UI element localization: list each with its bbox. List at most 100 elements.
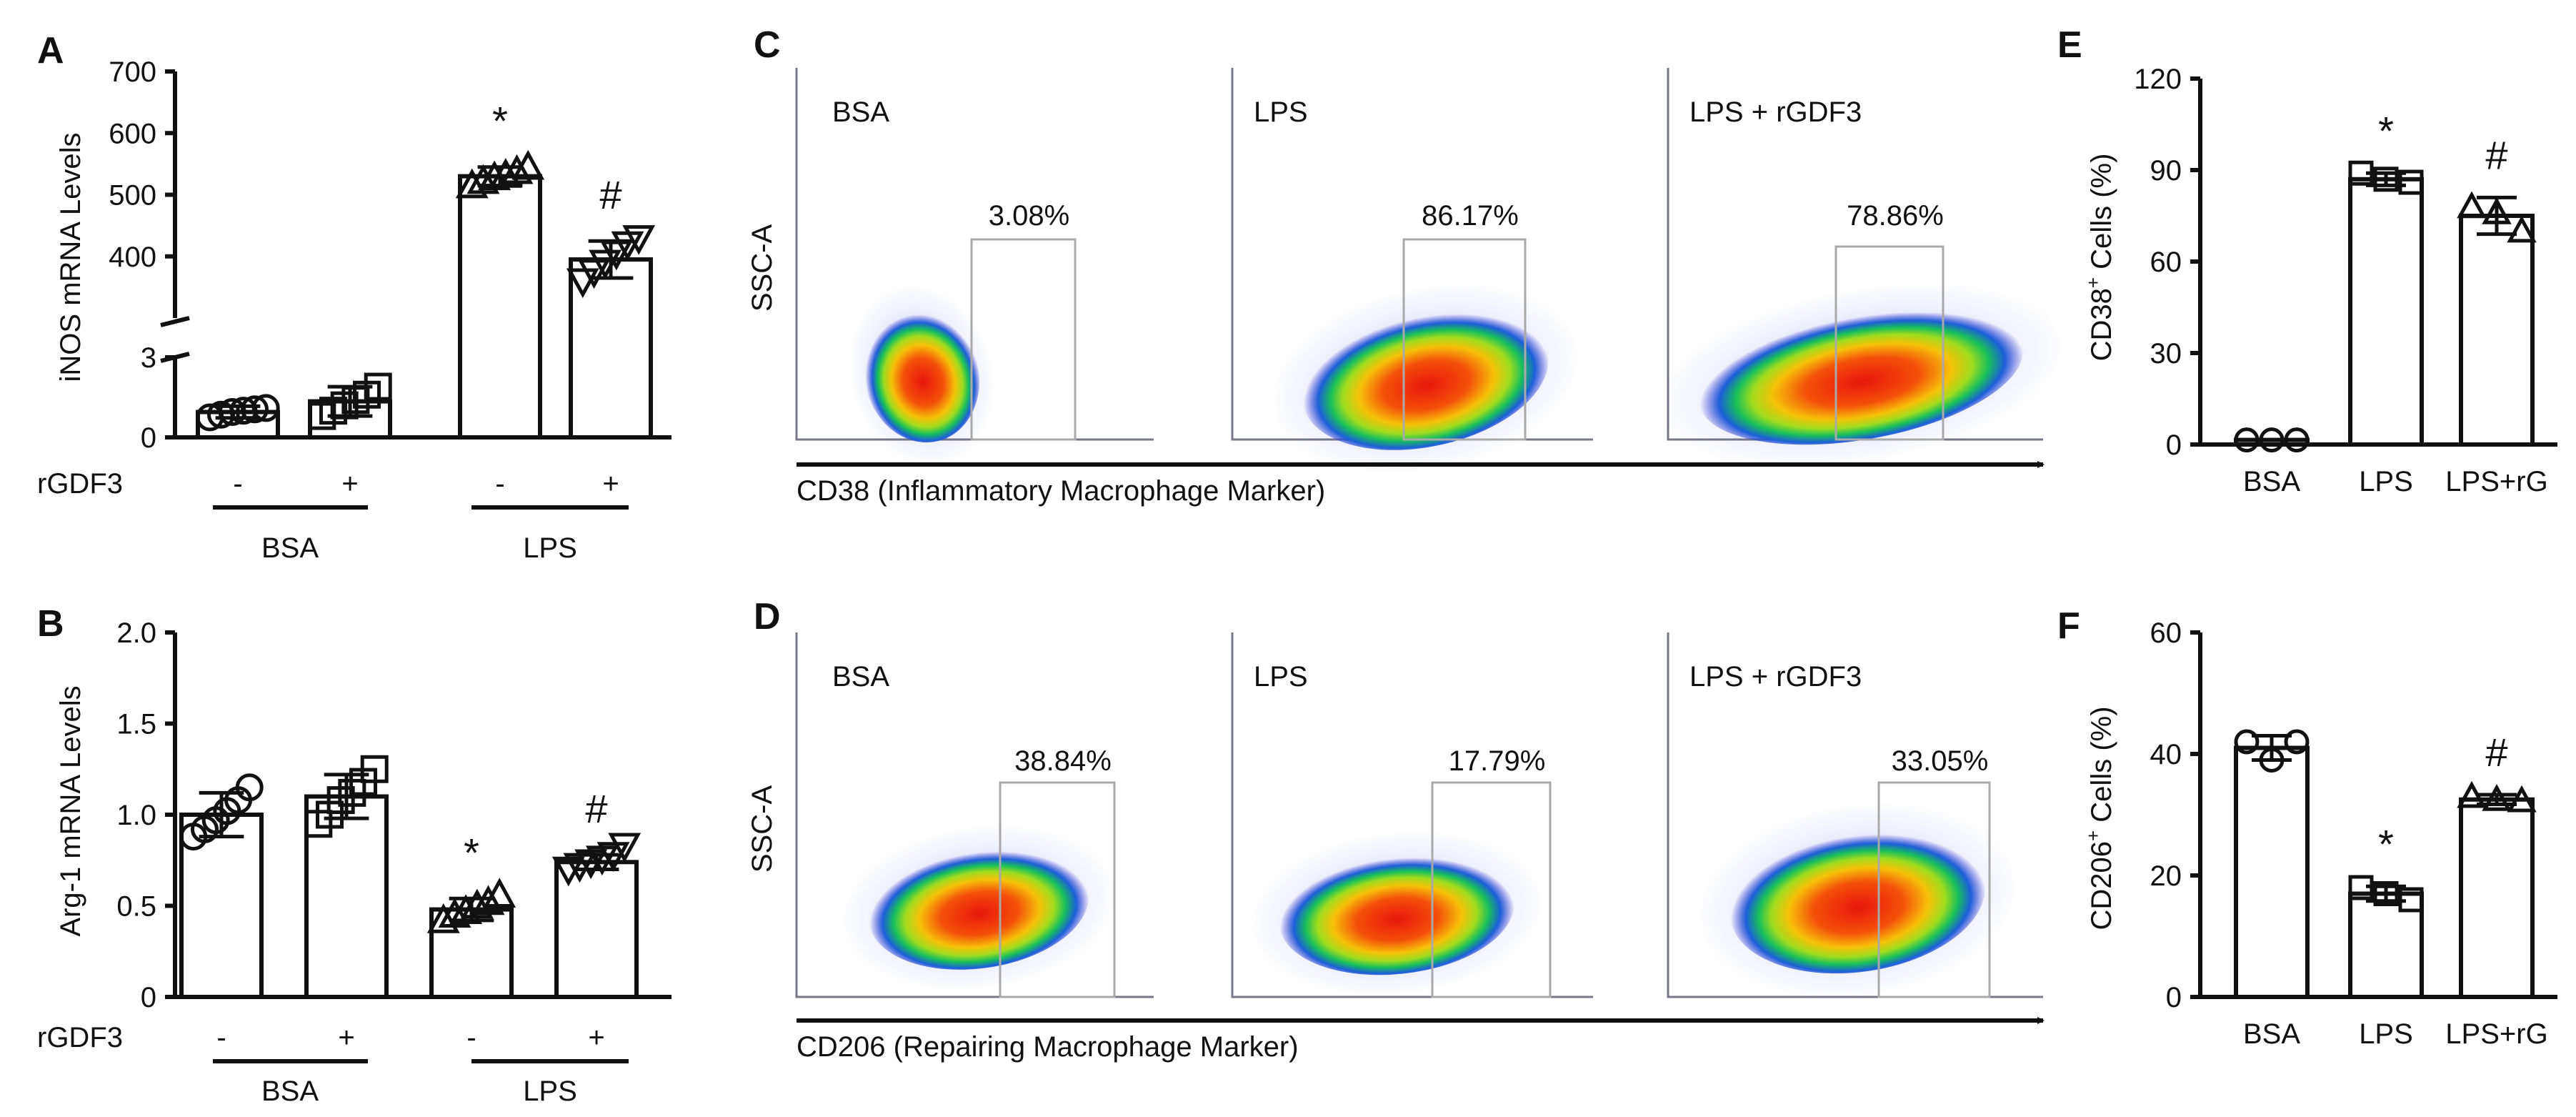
data-point-triangle-down — [608, 833, 641, 863]
gate-percentage: 86.17% — [1422, 200, 1519, 232]
y-tick-label: 600 — [109, 118, 156, 149]
data-point-triangle — [2482, 784, 2512, 811]
panel-letter: E — [2057, 24, 2082, 66]
data-point-triangle-down — [599, 240, 633, 271]
y-tick-label: 0 — [141, 982, 156, 1013]
significance-mark: # — [2485, 132, 2507, 177]
bar-lps-rg — [2459, 797, 2535, 999]
data-point-square — [2398, 169, 2424, 195]
bar-bsa- — [179, 813, 264, 999]
data-point-square — [2348, 875, 2374, 900]
gate-box — [1834, 245, 1945, 441]
data-point-circle — [235, 773, 264, 802]
data-point-triangle — [2457, 191, 2487, 219]
y-axis-label: iNOS mRNA Levels — [55, 133, 86, 382]
data-point-triangle-down — [577, 259, 611, 289]
gate-box — [1877, 781, 1991, 998]
gate-percentage: 3.08% — [989, 200, 1069, 232]
panel-e-cd38-percent: E CD38+ Cells (%) 0 30 60 90 120 BSA * LPS # LPS… — [2057, 24, 2557, 497]
bar-lps-rg — [2459, 214, 2535, 447]
panel-letter: C — [754, 24, 781, 66]
panel-letter: A — [37, 30, 64, 71]
treatment-mark: + — [588, 1022, 604, 1053]
treatment-label: rGDF3 — [37, 468, 123, 500]
data-point-circle — [2259, 748, 2285, 773]
gate-percentage: 78.86% — [1847, 200, 1944, 232]
treatment-mark: + — [341, 468, 358, 500]
data-point-triangle — [2507, 785, 2537, 813]
significance-mark: * — [464, 830, 479, 875]
data-point-triangle — [438, 898, 471, 928]
data-point-circle — [2284, 729, 2310, 755]
significance-mark: # — [585, 786, 607, 831]
category-label: LPS — [2359, 466, 2413, 497]
bar-lps- — [554, 860, 639, 1000]
panel-d-flow-cd206: D SSC-A BSA 38.84% LPS 17.79% LPS + rGDF3 33.… — [747, 596, 2045, 1063]
panel-letter: B — [37, 603, 64, 645]
dot-plot-title: LPS — [1254, 661, 1308, 692]
treatment-mark: + — [338, 1022, 354, 1053]
category-label: BSA — [2243, 466, 2300, 497]
significance-mark: * — [2378, 108, 2394, 153]
data-point-circle — [251, 394, 280, 422]
y-tick-label: 90 — [2150, 155, 2182, 187]
data-point-triangle — [483, 878, 516, 908]
dot-plot-title: BSA — [832, 661, 889, 692]
data-point-square — [360, 755, 389, 783]
y-tick-label: 20 — [2150, 860, 2182, 892]
treatment-mark: + — [602, 468, 619, 500]
y-axis-label: CD38+ Cells (%) — [2082, 154, 2117, 362]
bar-lps- — [569, 257, 653, 440]
panel-c-flow-cd38: C SSC-A BSA 3.08% LPS 86.17% LPS + rGDF3 78.8… — [747, 24, 2064, 507]
y-tick-label: 40 — [2150, 739, 2182, 770]
y-axis-label: SSC-A — [747, 785, 778, 873]
gate-percentage: 17.79% — [1449, 745, 1546, 777]
data-point-circle — [241, 395, 269, 424]
data-point-square — [2373, 881, 2399, 906]
data-point-triangle — [449, 894, 483, 924]
data-point-circle — [2234, 427, 2260, 453]
x-axis-label: CD206 (Repairing Macrophage Marker) — [797, 1031, 1299, 1063]
y-axis-label: Arg-1 mRNA Levels — [55, 685, 86, 936]
y-tick-label: 120 — [2134, 64, 2182, 95]
y-axis-label: CD206+ Cells (%) — [2082, 706, 2117, 930]
panel-b-arg1-chart: B Arg-1 mRNA Levels 0 0.5 1.0 1.5 2.0 * # rGD… — [37, 603, 672, 1107]
data-point-circle — [2259, 427, 2285, 453]
data-point-triangle — [471, 885, 505, 915]
dot-plot-title: LPS + rGDF3 — [1689, 96, 1862, 128]
bar-lps- — [458, 174, 542, 440]
group-label-bsa: BSA — [261, 1076, 319, 1107]
panel-letter: F — [2057, 605, 2080, 647]
y-tick-label: 3 — [141, 342, 156, 374]
bar-lps- — [429, 907, 514, 999]
y-tick-label: 60 — [2150, 617, 2182, 649]
y-tick-label: 30 — [2150, 338, 2182, 369]
gate-box — [1402, 238, 1527, 441]
data-point-triangle — [2457, 780, 2487, 808]
significance-mark: # — [2485, 730, 2507, 775]
treatment-mark: - — [495, 468, 504, 500]
data-point-square — [364, 372, 392, 401]
data-point-triangle-down — [622, 225, 656, 255]
bar-bsa — [2234, 745, 2310, 999]
gate-box — [1431, 781, 1552, 998]
y-tick-label: 0 — [2166, 430, 2182, 461]
dot-plot-title: LPS + rGDF3 — [1689, 661, 1862, 692]
dot-plot-title: BSA — [832, 96, 889, 128]
panel-a-inos-chart: A iNOS mRNA Levels 0 3 400 500 600 700 * # rGD… — [37, 30, 672, 564]
panel-letter: D — [754, 596, 781, 637]
y-tick-label: 0 — [2166, 982, 2182, 1013]
gate-percentage: 33.05% — [1892, 745, 1989, 777]
category-label: LPS — [2359, 1018, 2413, 1050]
y-tick-label: 1.0 — [116, 800, 156, 831]
data-point-triangle — [2482, 197, 2512, 224]
significance-mark: * — [492, 99, 508, 144]
group-label-bsa: BSA — [261, 532, 319, 564]
treatment-label: rGDF3 — [37, 1022, 123, 1053]
group-label-lps: LPS — [523, 532, 577, 564]
data-point-triangle-down — [596, 842, 630, 872]
density-cloud — [1302, 307, 1549, 450]
y-tick-label: 0.5 — [116, 891, 156, 923]
data-point-square — [2373, 167, 2399, 192]
